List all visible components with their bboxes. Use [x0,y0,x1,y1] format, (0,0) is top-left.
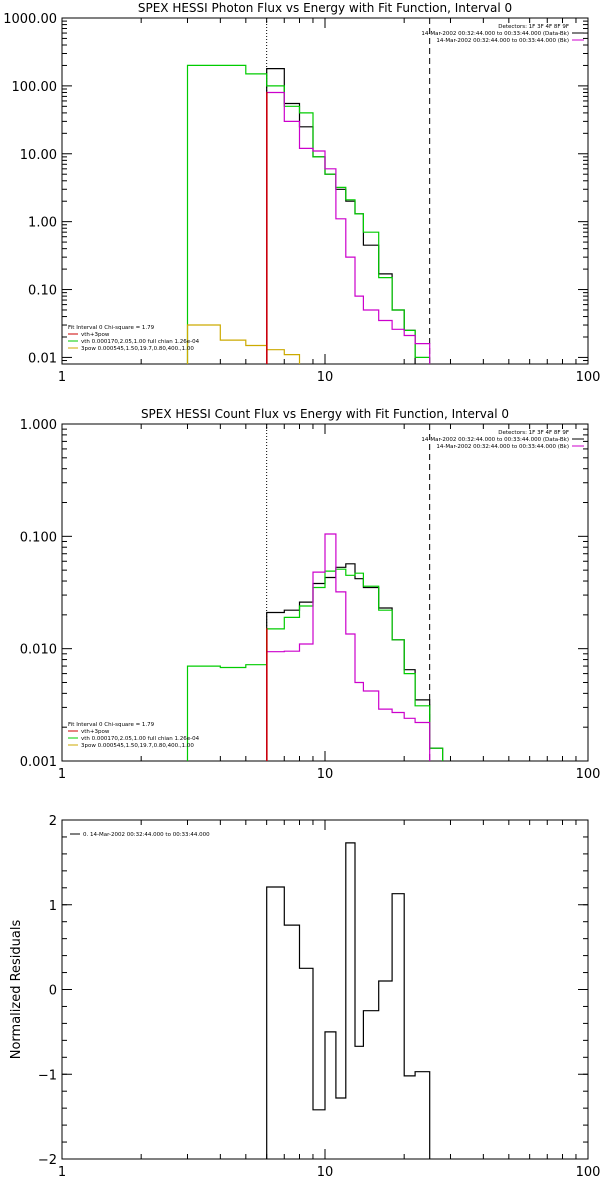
chart-panel-2: SPEX HESSI Count Flux vs Energy with Fit… [20,407,600,782]
y-tick-label: 100.00 [12,80,58,95]
x-tick-label: 10 [317,1165,334,1180]
y-tick-label: 0.01 [28,351,57,366]
legend-text: vth+3pow [81,729,110,735]
series-group [266,842,431,1159]
x-tick-label: 100 [576,767,600,782]
x-tick-label: 1 [58,1165,66,1180]
y-tick-label: 0.10 [28,284,57,299]
y-axis-label: Normalized Residuals [9,920,24,1060]
x-tick-label: 100 [576,1165,600,1180]
legend-text: 3pow 0.000545,1.50,19.7,0.80,400.,1.00 [81,346,194,352]
x-tick-label: 1 [58,370,66,385]
chart-title: SPEX HESSI Photon Flux vs Energy with Fi… [138,1,512,15]
legend-text: 14-Mar-2002 00:32:44.000 to 00:33:44.000… [421,437,569,443]
y-tick-label: 2 [49,814,57,829]
legend-text: 14-Mar-2002 00:32:44.000 to 00:33:44.000… [421,31,569,37]
legend-text: 3pow 0.000545,1.50,19.7,0.80,400.,1.00 [81,743,194,749]
x-tick-label: 1 [58,767,66,782]
legend-text: vth 0.000170,2.05,1.00 full chian 1.26e-… [81,339,200,345]
x-tick-label: 10 [317,370,334,385]
plot-frame [61,423,589,762]
legend-text: 14-Mar-2002 00:32:44.000 to 00:33:44.000… [436,444,569,450]
legend-text: 14-Mar-2002 00:32:44.000 to 00:33:44.000… [436,38,569,44]
legend-text: 0. 14-Mar-2002 00:32:44.000 to 00:33:44.… [83,832,210,838]
y-tick-label: 1 [49,899,57,914]
legend-text: Detectors: 1F 3F 4F 8F 9F [498,430,569,436]
legend-text: Fit Interval 0 Chi-square = 1.79 [68,325,155,331]
series-line-3 [266,533,431,761]
legend-text: vth 0.000170,2.05,1.00 full chian 1.26e-… [81,736,200,742]
series-line-1 [266,842,431,1159]
series-line-3 [266,91,431,364]
y-tick-label: 1000.00 [3,12,57,27]
y-tick-label: 0.100 [20,530,57,545]
chart-title: SPEX HESSI Count Flux vs Energy with Fit… [141,407,509,421]
y-tick-label: −2 [38,1153,57,1168]
legend-text: Fit Interval 0 Chi-square = 1.79 [68,722,155,728]
legend-text: vth+3pow [81,332,110,338]
y-tick-label: 1.00 [28,216,57,231]
series-line-4 [186,324,301,364]
series-group [186,64,431,364]
y-tick-label: 0.010 [20,643,57,658]
y-tick-label: 10.00 [20,148,57,163]
chart-panel-1: SPEX HESSI Photon Flux vs Energy with Fi… [3,1,600,385]
x-tick-label: 100 [576,370,600,385]
y-tick-label: 0 [49,984,57,999]
y-tick-label: 0.001 [20,755,57,770]
legend-text: Detectors: 1F 3F 4F 8F 9F [498,24,569,30]
series-group [186,533,444,761]
series-line-2 [186,64,431,364]
series-line-1 [266,67,416,364]
series-line-2 [186,568,444,761]
plot-frame [61,17,589,365]
x-tick-label: 10 [317,767,334,782]
y-tick-label: 1.000 [20,418,57,433]
y-tick-label: −1 [38,1068,57,1083]
